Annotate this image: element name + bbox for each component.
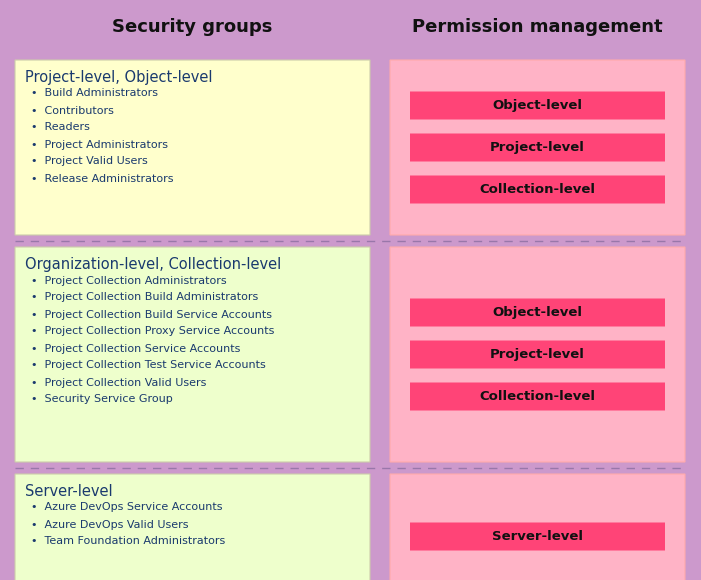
- Text: •  Project Collection Test Service Accounts: • Project Collection Test Service Accoun…: [31, 361, 266, 371]
- FancyBboxPatch shape: [390, 474, 685, 580]
- Text: •  Project Collection Build Administrators: • Project Collection Build Administrator…: [31, 292, 258, 303]
- FancyBboxPatch shape: [390, 60, 685, 235]
- FancyBboxPatch shape: [15, 474, 370, 580]
- FancyBboxPatch shape: [390, 247, 685, 462]
- Text: •  Team Foundation Administrators: • Team Foundation Administrators: [31, 536, 225, 546]
- Text: •  Readers: • Readers: [31, 122, 90, 132]
- Text: Object-level: Object-level: [493, 306, 583, 319]
- Text: •  Project Collection Valid Users: • Project Collection Valid Users: [31, 378, 206, 387]
- Text: •  Project Administrators: • Project Administrators: [31, 140, 168, 150]
- Text: Organization-level, Collection-level: Organization-level, Collection-level: [25, 257, 281, 272]
- Text: Project-level: Project-level: [490, 141, 585, 154]
- Text: •  Azure DevOps Service Accounts: • Azure DevOps Service Accounts: [31, 502, 222, 513]
- Text: Security groups: Security groups: [112, 18, 273, 36]
- Text: •  Azure DevOps Valid Users: • Azure DevOps Valid Users: [31, 520, 189, 530]
- FancyBboxPatch shape: [410, 382, 665, 411]
- Text: Collection-level: Collection-level: [479, 183, 596, 196]
- Text: Server-level: Server-level: [25, 484, 113, 499]
- FancyBboxPatch shape: [410, 299, 665, 327]
- Text: Object-level: Object-level: [493, 99, 583, 112]
- Text: •  Project Collection Proxy Service Accounts: • Project Collection Proxy Service Accou…: [31, 327, 274, 336]
- Text: •  Project Collection Administrators: • Project Collection Administrators: [31, 276, 226, 285]
- Text: •  Project Collection Build Service Accounts: • Project Collection Build Service Accou…: [31, 310, 272, 320]
- Text: Collection-level: Collection-level: [479, 390, 596, 403]
- Text: •  Security Service Group: • Security Service Group: [31, 394, 172, 404]
- Text: •  Project Valid Users: • Project Valid Users: [31, 157, 148, 166]
- FancyBboxPatch shape: [15, 247, 370, 462]
- FancyBboxPatch shape: [410, 92, 665, 119]
- FancyBboxPatch shape: [410, 133, 665, 161]
- Text: Project-level: Project-level: [490, 348, 585, 361]
- FancyBboxPatch shape: [410, 523, 665, 550]
- Text: •  Project Collection Service Accounts: • Project Collection Service Accounts: [31, 343, 240, 353]
- FancyBboxPatch shape: [410, 176, 665, 204]
- Text: •  Contributors: • Contributors: [31, 106, 114, 115]
- FancyBboxPatch shape: [15, 60, 370, 235]
- Text: Permission management: Permission management: [412, 18, 663, 36]
- Text: •  Build Administrators: • Build Administrators: [31, 89, 158, 99]
- FancyBboxPatch shape: [410, 340, 665, 368]
- Text: Server-level: Server-level: [492, 530, 583, 543]
- Text: •  Release Administrators: • Release Administrators: [31, 173, 174, 183]
- Text: Project-level, Object-level: Project-level, Object-level: [25, 70, 212, 85]
